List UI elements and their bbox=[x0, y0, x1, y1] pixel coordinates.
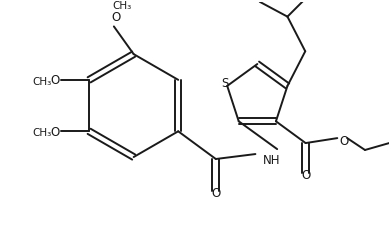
Text: CH₃: CH₃ bbox=[32, 77, 51, 86]
Text: NH: NH bbox=[263, 154, 281, 167]
Text: O: O bbox=[339, 134, 348, 147]
Text: O: O bbox=[50, 125, 59, 138]
Text: S: S bbox=[222, 77, 229, 90]
Text: CH₃: CH₃ bbox=[32, 128, 51, 138]
Text: CH₃: CH₃ bbox=[112, 1, 131, 11]
Text: O: O bbox=[50, 74, 59, 87]
Text: O: O bbox=[111, 11, 120, 24]
Text: O: O bbox=[211, 186, 221, 199]
Text: O: O bbox=[301, 168, 310, 181]
